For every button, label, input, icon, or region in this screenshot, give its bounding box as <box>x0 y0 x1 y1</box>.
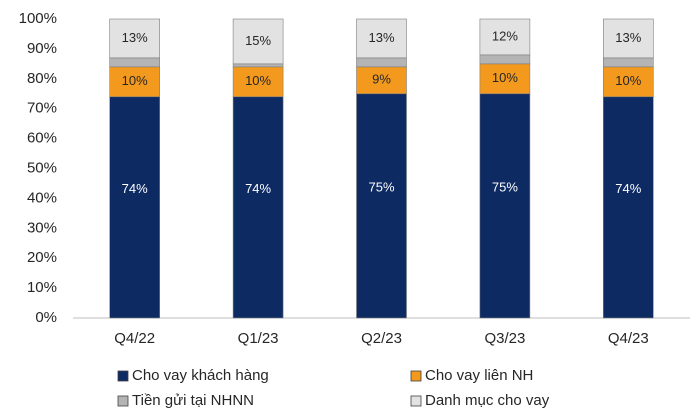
y-tick-label: 70% <box>27 100 57 117</box>
y-tick-label: 90% <box>27 40 57 57</box>
y-tick-label: 30% <box>27 219 57 236</box>
bar-segment <box>356 57 407 68</box>
y-tick-label: 20% <box>27 249 57 266</box>
y-tick-label: 40% <box>27 189 57 206</box>
bar-segment <box>232 63 284 68</box>
legend-swatch <box>117 370 129 382</box>
y-tick-label: 10% <box>27 279 57 296</box>
y-tick-label: 100% <box>19 10 57 27</box>
bar-segment <box>109 57 160 68</box>
data-label: 10% <box>245 73 271 88</box>
data-label: 74% <box>615 181 641 196</box>
data-label: 13% <box>615 30 641 45</box>
bar-segment <box>479 54 531 65</box>
bar-segment <box>602 96 654 319</box>
bar-segment <box>232 18 284 65</box>
legend-swatch <box>410 370 422 382</box>
bar-segment <box>232 96 284 319</box>
y-tick-label: 0% <box>35 309 57 326</box>
bar-segment <box>109 96 160 319</box>
data-label: 75% <box>492 179 518 194</box>
legend-label: Danh mục cho vay <box>425 392 550 409</box>
bar-segment <box>109 18 160 59</box>
legend-swatch <box>117 395 129 407</box>
bar-segment <box>356 93 407 319</box>
legend-label: Cho vay liên NH <box>425 367 533 384</box>
data-label: 9% <box>372 72 391 87</box>
x-tick-label: Q4/22 <box>114 330 155 347</box>
data-label: 74% <box>122 181 148 196</box>
bar-segment <box>479 63 531 95</box>
x-tick-label: Q3/23 <box>484 330 525 347</box>
bar-segment <box>602 18 654 59</box>
data-label: 13% <box>368 30 394 45</box>
bar-segment <box>356 66 407 95</box>
data-label: 74% <box>245 181 271 196</box>
data-label: 12% <box>492 28 518 43</box>
bar-segment <box>479 18 531 56</box>
data-label: 10% <box>492 70 518 85</box>
bar-segment <box>602 57 654 68</box>
data-label: 10% <box>615 73 641 88</box>
bar-segment <box>109 66 160 98</box>
bar-segment <box>356 18 407 59</box>
bar-segment <box>602 66 654 98</box>
data-label: 75% <box>368 179 394 194</box>
y-tick-label: 50% <box>27 159 57 176</box>
legend-label: Tiền gửi tại NHNN <box>132 392 254 409</box>
x-tick-label: Q1/23 <box>238 330 279 347</box>
data-label: 10% <box>122 73 148 88</box>
legend-label: Cho vay khách hàng <box>132 367 269 384</box>
legend-swatch <box>410 395 422 407</box>
bar-segment <box>479 93 531 319</box>
x-tick-label: Q2/23 <box>361 330 402 347</box>
data-label: 15% <box>245 33 271 48</box>
y-tick-label: 80% <box>27 70 57 87</box>
y-tick-label: 60% <box>27 130 57 147</box>
data-label: 13% <box>122 30 148 45</box>
x-tick-label: Q4/23 <box>608 330 649 347</box>
